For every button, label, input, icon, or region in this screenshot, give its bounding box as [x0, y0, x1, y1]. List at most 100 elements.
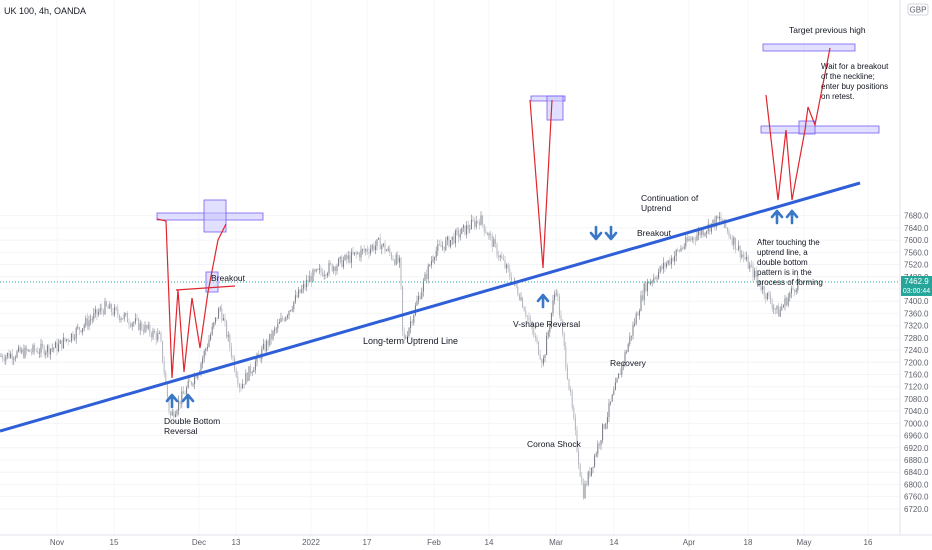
candle-body — [51, 348, 53, 350]
candle-body — [766, 292, 768, 300]
candle-body — [3, 358, 5, 361]
candle-body — [278, 321, 280, 324]
candle-body — [634, 323, 636, 326]
candle-body — [789, 293, 791, 298]
candle-body — [163, 361, 165, 374]
price-scale-panel[interactable] — [900, 0, 932, 550]
candle-body — [144, 325, 146, 332]
candle-body — [90, 319, 92, 321]
candle-body — [448, 236, 450, 247]
candle-body — [179, 400, 181, 405]
candle-body — [0, 356, 2, 357]
price-tick-label: 7640.0 — [904, 224, 929, 233]
candle-body — [114, 307, 116, 315]
candle-body — [280, 318, 282, 322]
annotation-continuation-1: Continuation of — [641, 193, 699, 203]
candle-body — [5, 356, 7, 361]
candle-body — [618, 373, 620, 379]
time-scale-panel[interactable] — [0, 535, 932, 550]
annotation-breakout-mar: Breakout — [637, 228, 672, 238]
candle-body — [405, 337, 407, 339]
candle-body — [579, 464, 581, 477]
candle-body — [533, 328, 535, 336]
breakout-box-dec — [203, 199, 227, 233]
candle-body — [693, 237, 695, 240]
candle-body — [746, 256, 748, 260]
currency-badge[interactable] — [907, 3, 929, 16]
candle-body — [792, 288, 794, 290]
candle-body — [712, 219, 714, 224]
candle-body — [706, 231, 708, 234]
candle-body — [166, 382, 168, 398]
annotation-recovery: Recovery — [610, 358, 647, 368]
candle-body — [611, 394, 613, 402]
candle-body — [237, 376, 239, 385]
candle-body — [42, 343, 44, 347]
candle-body — [69, 340, 71, 342]
candle-body — [346, 255, 348, 260]
down-arrow-icon — [604, 225, 618, 241]
candle-body — [546, 335, 548, 356]
candle-body — [384, 243, 386, 252]
candle-body — [224, 318, 226, 322]
candle-body — [374, 245, 376, 251]
candle-body — [122, 318, 124, 320]
candle-body — [195, 375, 197, 379]
candle-body — [738, 245, 740, 250]
candle-body — [78, 327, 80, 331]
candle-body — [338, 258, 340, 266]
candle-body — [155, 333, 157, 340]
candle-body — [459, 234, 461, 238]
candle-body — [658, 271, 660, 279]
candle-body — [101, 308, 103, 311]
candle-body — [717, 216, 719, 219]
candle-body — [442, 246, 444, 248]
candle-body — [494, 239, 496, 244]
candle-body — [645, 283, 647, 292]
candle-body — [32, 345, 34, 353]
candle-body — [493, 239, 495, 247]
candle-body — [189, 381, 191, 382]
candle-body — [194, 375, 196, 384]
candle-body — [741, 254, 743, 258]
candle-body — [691, 237, 693, 240]
candle-body — [370, 248, 372, 254]
price-tick-label: 7000.0 — [904, 419, 929, 428]
candle-body — [389, 248, 391, 254]
up-arrows — [165, 209, 799, 409]
candle-body — [82, 328, 84, 333]
candle-body — [184, 393, 186, 395]
candle-body — [269, 333, 271, 345]
candle-body — [598, 443, 600, 446]
candle-body — [688, 238, 690, 241]
candle-body — [395, 254, 397, 265]
v-shape-path — [529, 99, 553, 269]
pattern-lines — [156, 47, 831, 379]
candle-body — [299, 289, 301, 293]
candle-body — [173, 411, 175, 417]
candle-body — [363, 249, 365, 251]
candle-body — [18, 347, 20, 352]
candle-body — [418, 296, 420, 301]
candle-body — [50, 348, 52, 355]
candle-body — [387, 248, 389, 251]
candle-body — [216, 317, 218, 319]
candle-body — [472, 219, 474, 221]
candle-body — [246, 373, 248, 381]
time-tick-label: 2022 — [302, 538, 320, 547]
candle-body — [226, 321, 228, 337]
candle-body — [6, 353, 8, 357]
candle-body — [400, 257, 402, 286]
candle-body — [694, 239, 696, 241]
candle-body — [141, 323, 143, 330]
candle-body — [104, 301, 106, 315]
candle-body — [309, 275, 311, 283]
candle-body — [490, 233, 492, 236]
price-tick-label: 6760.0 — [904, 493, 929, 502]
annotation-double-bottom-1: Double Bottom — [164, 416, 220, 426]
candle-body — [486, 232, 488, 236]
candle-body — [782, 305, 784, 308]
candle-body — [110, 304, 112, 313]
candle-body — [720, 216, 722, 221]
